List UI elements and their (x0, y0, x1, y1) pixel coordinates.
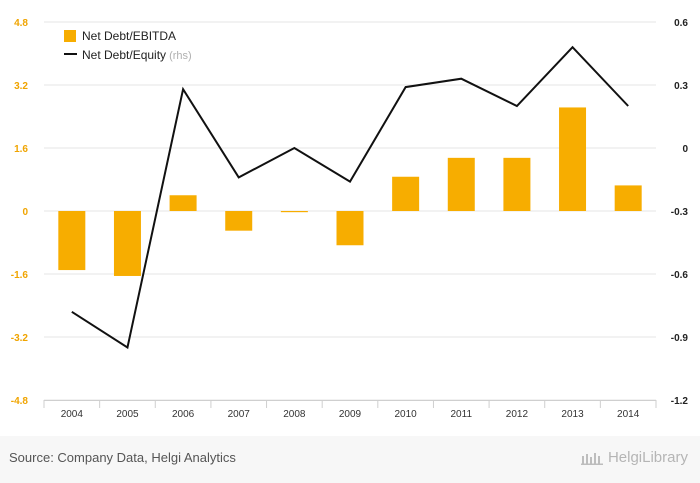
bar (503, 157, 531, 211)
bar (336, 211, 364, 246)
brand-name: HelgiLibrary (607, 449, 688, 466)
line-series (71, 45, 629, 350)
bar (113, 211, 141, 276)
bar (169, 195, 197, 211)
x-axis-label: 2005 (116, 409, 139, 420)
legend-swatch-bar (64, 30, 76, 42)
right-axis-tick: -0.6 (671, 270, 689, 281)
right-axis-tick: -1.2 (671, 396, 689, 407)
x-axis-label: 2006 (172, 409, 195, 420)
left-axis-tick: 4.8 (14, 18, 28, 29)
x-axis-label: 2008 (283, 409, 306, 420)
chart-footer: Source: Company Data, Helgi Analytics He… (0, 436, 700, 483)
bar (280, 211, 308, 213)
bar (58, 211, 86, 271)
source-note: Source: Company Data, Helgi Analytics (9, 450, 236, 465)
library-icon (580, 452, 603, 465)
bar (559, 107, 587, 211)
x-axis-label: 2010 (395, 409, 418, 420)
left-axis-tick: 3.2 (14, 81, 28, 92)
x-axis-label: 2013 (561, 409, 584, 420)
x-axis-label: 2011 (451, 409, 473, 420)
x-axis-label: 2012 (506, 409, 529, 420)
chart-svg: 4.8 3.2 1.6 0 -1.6 -3.2 -4.8 0.6 0.3 0 -0.3 -0.6 -0.… (11, 18, 689, 420)
x-axis-label: 2009 (339, 409, 362, 420)
legend-label: Net Debt/EBITDA (82, 29, 176, 43)
left-axis-tick: -3.2 (11, 333, 29, 344)
brand-logo: HelgiLibrary (580, 449, 688, 466)
right-axis-tick: 0.6 (674, 18, 688, 29)
left-axis-tick: 0 (22, 207, 28, 218)
bar (447, 157, 475, 211)
legend-label: Net Debt/Equity (rhs) (82, 48, 192, 62)
right-axis-tick: -0.3 (671, 207, 689, 218)
bar (225, 211, 253, 231)
left-axis-tick: -4.8 (11, 396, 29, 407)
x-axis-label: 2004 (61, 409, 84, 420)
right-axis-tick: 0.3 (674, 81, 688, 92)
x-axis-label: 2007 (228, 409, 251, 420)
bar (614, 185, 642, 211)
left-axis-tick: 1.6 (14, 144, 28, 155)
bar (392, 176, 420, 211)
right-axis-tick: -0.9 (671, 333, 689, 344)
left-axis-tick: -1.6 (11, 270, 29, 281)
x-axis-label: 2014 (617, 409, 640, 420)
right-axis-tick: 0 (682, 144, 688, 155)
